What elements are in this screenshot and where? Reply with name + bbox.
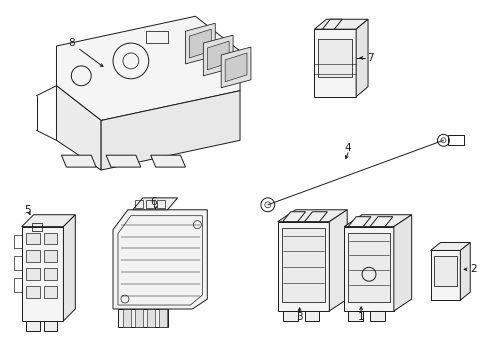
Bar: [429, 251, 459, 300]
Bar: [145, 31, 167, 43]
Bar: [43, 251, 57, 262]
Bar: [158, 309, 166, 327]
Bar: [135, 200, 142, 208]
Bar: [26, 286, 40, 298]
Polygon shape: [282, 212, 305, 222]
Polygon shape: [63, 215, 75, 321]
Bar: [43, 233, 57, 244]
Text: 7: 7: [366, 53, 373, 63]
Polygon shape: [150, 155, 185, 167]
Text: 5: 5: [24, 205, 30, 215]
Polygon shape: [369, 311, 384, 321]
Bar: [318, 39, 351, 77]
Polygon shape: [106, 155, 141, 167]
Polygon shape: [369, 217, 392, 227]
Bar: [347, 233, 389, 302]
Polygon shape: [277, 210, 346, 222]
Bar: [447, 135, 463, 145]
Polygon shape: [113, 210, 207, 309]
Polygon shape: [347, 217, 370, 227]
Bar: [281, 228, 325, 302]
Polygon shape: [118, 309, 167, 327]
Polygon shape: [393, 215, 411, 311]
Polygon shape: [61, 155, 96, 167]
Polygon shape: [322, 19, 342, 29]
Polygon shape: [189, 29, 211, 58]
Polygon shape: [304, 311, 319, 321]
Polygon shape: [21, 215, 75, 227]
Bar: [156, 200, 164, 208]
Bar: [43, 268, 57, 280]
Polygon shape: [459, 243, 469, 300]
Polygon shape: [133, 198, 177, 210]
Text: 6: 6: [150, 197, 157, 207]
Text: 2: 2: [469, 264, 476, 274]
Bar: [43, 321, 57, 331]
Polygon shape: [224, 53, 246, 82]
Text: 4: 4: [344, 143, 350, 153]
Bar: [32, 223, 41, 231]
Polygon shape: [282, 311, 297, 321]
Bar: [21, 227, 63, 321]
Bar: [26, 268, 40, 280]
Polygon shape: [56, 86, 101, 170]
Bar: [26, 233, 40, 244]
Bar: [146, 309, 154, 327]
Bar: [122, 309, 131, 327]
Bar: [344, 227, 393, 311]
Polygon shape: [429, 243, 469, 251]
Bar: [14, 278, 21, 292]
Polygon shape: [344, 215, 411, 227]
Polygon shape: [185, 23, 215, 64]
Polygon shape: [207, 41, 229, 70]
Bar: [135, 309, 142, 327]
Text: 1: 1: [357, 312, 364, 322]
Polygon shape: [101, 91, 240, 170]
Text: 8: 8: [68, 38, 103, 67]
Polygon shape: [221, 47, 250, 88]
Bar: [145, 200, 153, 208]
Bar: [43, 286, 57, 298]
Polygon shape: [304, 212, 326, 222]
Bar: [433, 256, 456, 286]
Polygon shape: [203, 35, 233, 76]
Bar: [277, 222, 328, 311]
Bar: [26, 251, 40, 262]
Polygon shape: [56, 16, 240, 121]
Polygon shape: [328, 210, 346, 311]
Polygon shape: [355, 19, 367, 96]
Text: 3: 3: [296, 312, 302, 322]
Bar: [26, 321, 40, 331]
Bar: [314, 29, 355, 96]
Bar: [14, 235, 21, 248]
Polygon shape: [347, 311, 362, 321]
Polygon shape: [314, 19, 367, 29]
Bar: [14, 256, 21, 270]
